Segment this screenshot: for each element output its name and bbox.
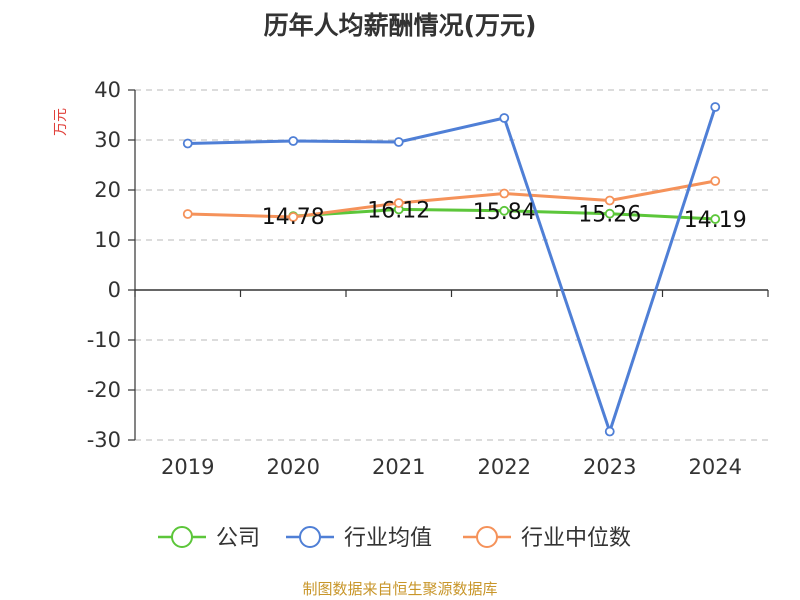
y-tick-label: 30 <box>94 128 121 152</box>
data-point <box>710 214 721 224</box>
data-label: 15.26 <box>578 203 641 228</box>
data-point <box>288 136 299 146</box>
data-label: 14.78 <box>262 205 325 230</box>
x-tick-label: 2024 <box>689 455 742 479</box>
series-line <box>186 179 717 219</box>
data-point <box>499 113 510 123</box>
data-point <box>710 176 721 186</box>
y-tick-label: -10 <box>87 328 121 352</box>
data-point <box>182 138 193 149</box>
data-point <box>393 137 404 147</box>
x-tick-label: 2023 <box>583 455 636 479</box>
data-label: 14.19 <box>684 208 747 233</box>
x-tick-label: 2022 <box>478 455 531 479</box>
legend-label: 公司 <box>216 526 260 551</box>
x-tick-label: 2019 <box>161 455 214 479</box>
data-point <box>499 205 510 216</box>
legend-label: 行业均值 <box>344 526 432 551</box>
y-tick-label: 40 <box>94 78 121 102</box>
data-point <box>604 208 615 219</box>
data-point <box>393 198 404 208</box>
data-label: 15.84 <box>473 200 536 225</box>
y-tick-label: 10 <box>94 228 121 252</box>
y-tick-label: -30 <box>87 428 121 452</box>
series-line <box>186 105 717 433</box>
y-tick-label: -20 <box>87 378 121 402</box>
x-tick-label: 2021 <box>372 455 425 479</box>
data-point <box>710 102 721 112</box>
data-point <box>182 209 193 219</box>
legend-label: 行业中位数 <box>521 526 631 551</box>
chart-title: 历年人均薪酬情况(万元) <box>263 11 537 40</box>
data-point <box>288 212 299 222</box>
legend-marker <box>299 526 321 548</box>
data-point <box>499 188 510 199</box>
y-tick-label: 20 <box>94 178 121 202</box>
data-source-note: 制图数据来自恒生聚源数据库 <box>302 580 498 598</box>
legend-marker <box>171 526 193 548</box>
x-tick-label: 2020 <box>267 455 320 479</box>
data-point <box>604 195 615 206</box>
legend-marker <box>476 526 498 548</box>
data-label: 16.12 <box>367 198 430 223</box>
data-point <box>604 426 615 437</box>
y-tick-label: 0 <box>108 278 121 302</box>
